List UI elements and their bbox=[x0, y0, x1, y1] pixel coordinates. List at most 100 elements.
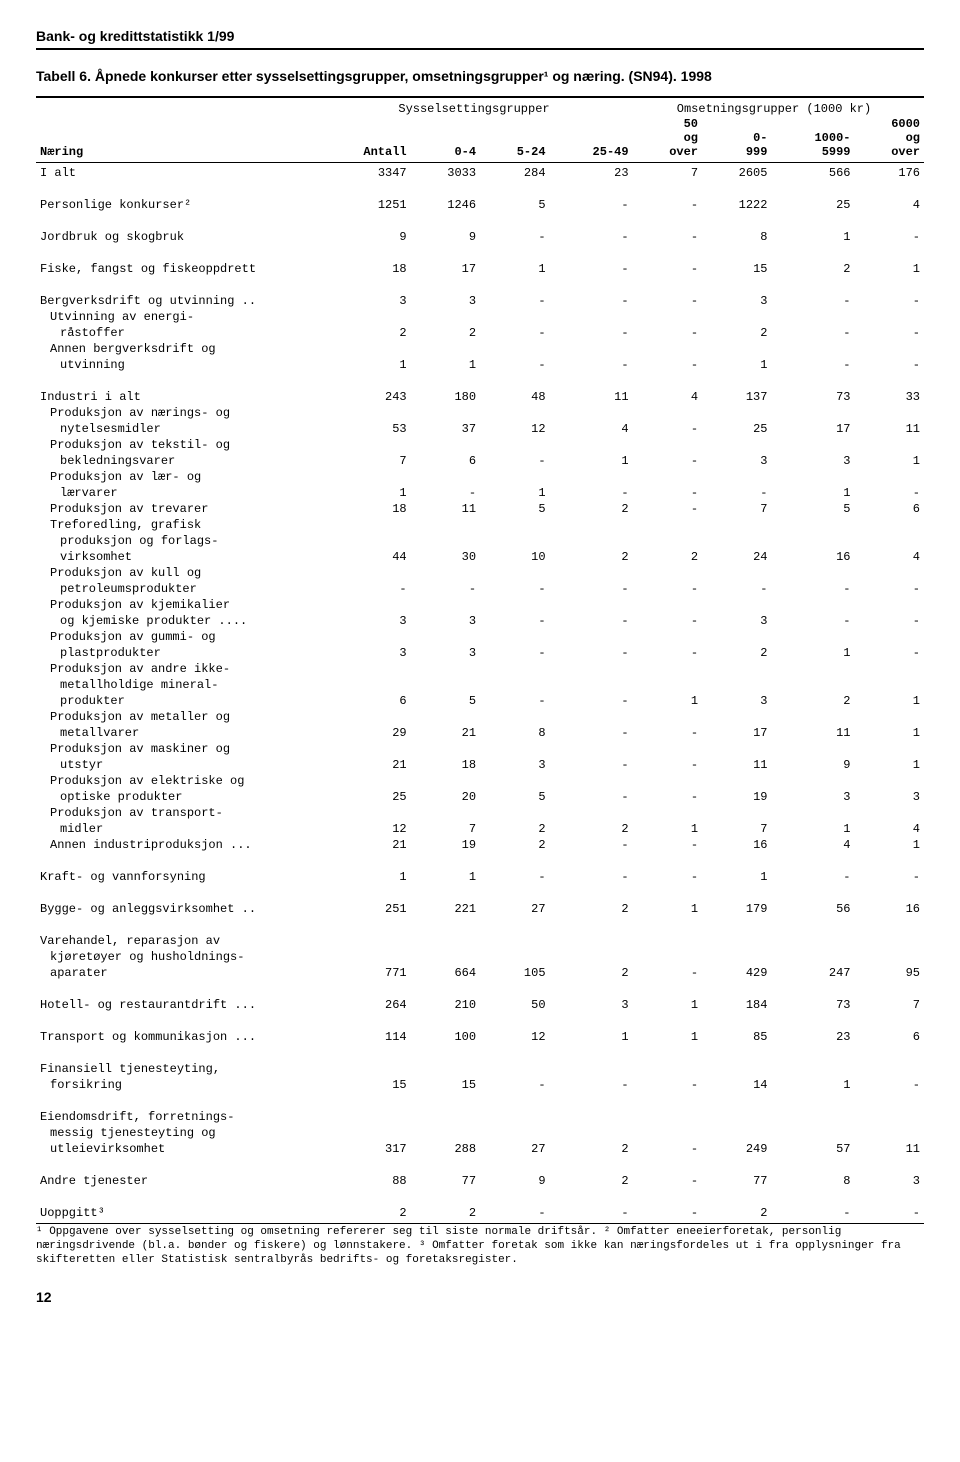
cell: 3 bbox=[771, 789, 854, 805]
cell: - bbox=[480, 613, 549, 629]
cell: 4 bbox=[855, 549, 925, 565]
cell: 184 bbox=[702, 997, 771, 1013]
cell: 8 bbox=[771, 1173, 854, 1189]
table-row bbox=[36, 885, 924, 901]
cell: - bbox=[855, 645, 925, 661]
col-0-999: 0-999 bbox=[702, 116, 771, 160]
row-label: Bygge- og anleggsvirksomhet .. bbox=[36, 901, 314, 917]
cell: 2 bbox=[702, 645, 771, 661]
cell: 1 bbox=[771, 821, 854, 837]
cell: - bbox=[855, 325, 925, 341]
cell: 5 bbox=[480, 197, 549, 213]
table-row: metallvarer29218--17111 bbox=[36, 725, 924, 741]
cell: 48 bbox=[480, 389, 549, 405]
row-label: Finansiell tjenesteyting, bbox=[36, 1061, 314, 1077]
row-label: Produksjon av kull og bbox=[36, 565, 314, 581]
table-row: Kraft- og vannforsyning11---1-- bbox=[36, 869, 924, 885]
cell: 17 bbox=[771, 421, 854, 437]
cell: 1 bbox=[855, 757, 925, 773]
row-label: Varehandel, reparasjon av bbox=[36, 933, 314, 949]
cell: 18 bbox=[314, 261, 411, 277]
table-row: Andre tjenester887792-7783 bbox=[36, 1173, 924, 1189]
cell: - bbox=[550, 229, 633, 245]
rule-top bbox=[36, 96, 924, 98]
cell: 21 bbox=[314, 757, 411, 773]
table-row: Annen bergverksdrift og bbox=[36, 341, 924, 357]
cell: 24 bbox=[702, 549, 771, 565]
table-row bbox=[36, 853, 924, 869]
cell: - bbox=[550, 693, 633, 709]
cell: 17 bbox=[702, 725, 771, 741]
cell: 8 bbox=[702, 229, 771, 245]
cell: - bbox=[480, 869, 549, 885]
cell: - bbox=[480, 581, 549, 597]
cell: 3 bbox=[771, 453, 854, 469]
cell: - bbox=[855, 357, 925, 373]
cell: - bbox=[855, 613, 925, 629]
cell: - bbox=[633, 325, 702, 341]
cell: 771 bbox=[314, 965, 411, 981]
table-row: aparater7716641052-42924795 bbox=[36, 965, 924, 981]
col-25-49: 25-49 bbox=[550, 116, 633, 160]
table-row: Finansiell tjenesteyting, bbox=[36, 1061, 924, 1077]
row-label: plastprodukter bbox=[36, 645, 314, 661]
cell: 114 bbox=[314, 1029, 411, 1045]
cell: 12 bbox=[480, 421, 549, 437]
cell: - bbox=[702, 485, 771, 501]
cell: 73 bbox=[771, 389, 854, 405]
cell: 1 bbox=[633, 821, 702, 837]
table-row: Produksjon av gummi- og bbox=[36, 629, 924, 645]
cell: - bbox=[550, 789, 633, 805]
cell: 221 bbox=[411, 901, 480, 917]
cell: - bbox=[633, 1077, 702, 1093]
cell: - bbox=[855, 229, 925, 245]
cell: 25 bbox=[702, 421, 771, 437]
cell: - bbox=[855, 1205, 925, 1221]
row-label: Produksjon av lær- og bbox=[36, 469, 314, 485]
row-label: Produksjon av gummi- og bbox=[36, 629, 314, 645]
cell: 15 bbox=[411, 1077, 480, 1093]
cell: - bbox=[633, 1141, 702, 1157]
table-row bbox=[36, 1013, 924, 1029]
cell: 566 bbox=[771, 165, 854, 181]
row-label: Produksjon av maskiner og bbox=[36, 741, 314, 757]
row-label: Transport og kommunikasjon ... bbox=[36, 1029, 314, 1045]
table-head: Næring Antall 0-4 5-24 25-49 50ogover 0-… bbox=[36, 116, 924, 160]
cell: 105 bbox=[480, 965, 549, 981]
row-label: virksomhet bbox=[36, 549, 314, 565]
cell: 3 bbox=[411, 645, 480, 661]
cell: 10 bbox=[480, 549, 549, 565]
cell: 15 bbox=[702, 261, 771, 277]
row-label: Fiske, fangst og fiskeoppdrett bbox=[36, 261, 314, 277]
cell: 11 bbox=[411, 501, 480, 517]
cell: 6 bbox=[314, 693, 411, 709]
cell: 8 bbox=[480, 725, 549, 741]
table-row: Produksjon av maskiner og bbox=[36, 741, 924, 757]
cell: - bbox=[550, 725, 633, 741]
cell: 4 bbox=[855, 197, 925, 213]
cell: 15 bbox=[314, 1077, 411, 1093]
row-label: lærvarer bbox=[36, 485, 314, 501]
cell: 18 bbox=[411, 757, 480, 773]
cell: 1222 bbox=[702, 197, 771, 213]
table-row: virksomhet4430102224164 bbox=[36, 549, 924, 565]
cell: - bbox=[633, 645, 702, 661]
cell: 5 bbox=[480, 501, 549, 517]
table-row: utstyr21183--1191 bbox=[36, 757, 924, 773]
cell: 317 bbox=[314, 1141, 411, 1157]
row-label: Produksjon av elektriske og bbox=[36, 773, 314, 789]
table-row: messig tjenesteyting og bbox=[36, 1125, 924, 1141]
cell: 180 bbox=[411, 389, 480, 405]
cell: - bbox=[633, 421, 702, 437]
cell: 2 bbox=[314, 325, 411, 341]
cell: 3 bbox=[550, 997, 633, 1013]
cell: - bbox=[855, 293, 925, 309]
cell: 17 bbox=[411, 261, 480, 277]
row-label: optiske produkter bbox=[36, 789, 314, 805]
cell: 11 bbox=[855, 421, 925, 437]
cell: 1 bbox=[411, 869, 480, 885]
cell: 16 bbox=[855, 901, 925, 917]
cell: 4 bbox=[550, 421, 633, 437]
footnotes: ¹ Oppgavene over sysselsetting og omsetn… bbox=[36, 1226, 924, 1267]
cell: 2 bbox=[480, 837, 549, 853]
